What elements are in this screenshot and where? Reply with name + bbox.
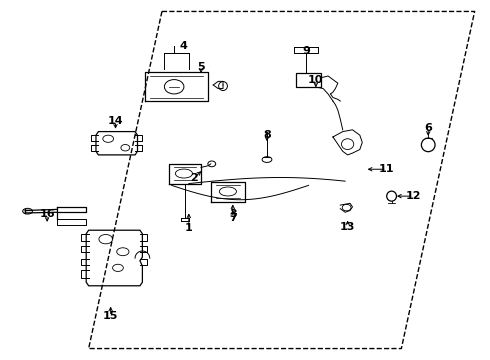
Text: 6: 6 — [424, 123, 432, 133]
Ellipse shape — [175, 169, 193, 178]
Ellipse shape — [113, 264, 123, 271]
Text: 12: 12 — [406, 191, 421, 201]
Text: 15: 15 — [103, 311, 118, 321]
Polygon shape — [96, 132, 138, 155]
Text: 5: 5 — [197, 62, 205, 72]
Ellipse shape — [262, 157, 272, 162]
Ellipse shape — [99, 234, 113, 244]
Text: 10: 10 — [308, 75, 323, 85]
Ellipse shape — [342, 204, 351, 211]
Ellipse shape — [121, 144, 130, 151]
Ellipse shape — [219, 82, 227, 90]
Text: 7: 7 — [229, 213, 237, 222]
Polygon shape — [86, 230, 143, 286]
Ellipse shape — [342, 139, 354, 149]
Text: 13: 13 — [340, 222, 355, 231]
Text: 8: 8 — [263, 130, 271, 140]
Text: 4: 4 — [180, 41, 188, 50]
Ellipse shape — [103, 135, 114, 142]
Text: 3: 3 — [229, 209, 237, 219]
Bar — [296, 73, 321, 87]
Text: 14: 14 — [108, 116, 123, 126]
Ellipse shape — [117, 248, 129, 256]
Ellipse shape — [421, 138, 435, 152]
Text: 2: 2 — [190, 173, 197, 183]
Ellipse shape — [164, 80, 184, 94]
Text: 9: 9 — [302, 46, 310, 56]
Ellipse shape — [208, 161, 216, 167]
Ellipse shape — [23, 208, 32, 214]
Ellipse shape — [387, 191, 396, 201]
Text: 11: 11 — [379, 164, 394, 174]
Text: 16: 16 — [39, 209, 55, 219]
Ellipse shape — [220, 187, 237, 196]
Text: 1: 1 — [185, 224, 193, 233]
